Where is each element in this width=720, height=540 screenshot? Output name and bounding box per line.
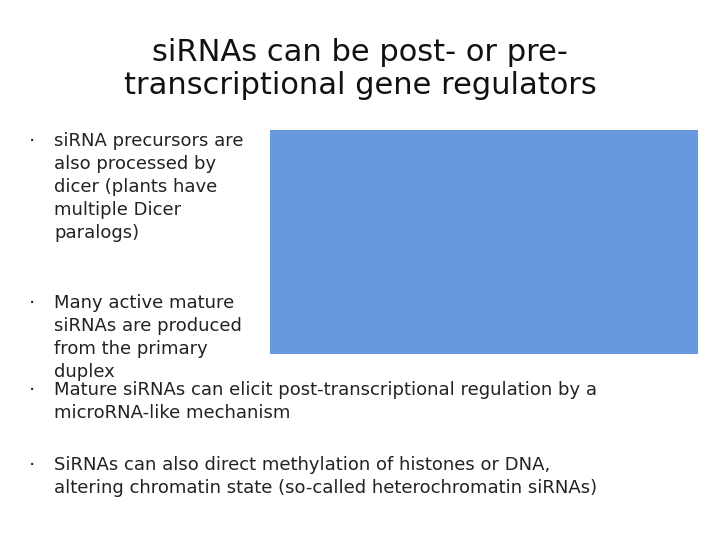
Text: ·: · [29, 381, 35, 400]
Text: Many active mature
siRNAs are produced
from the primary
duplex: Many active mature siRNAs are produced f… [54, 294, 242, 381]
Text: ·: · [29, 294, 35, 313]
Text: siRNA precursors are
also processed by
dicer (plants have
multiple Dicer
paralog: siRNA precursors are also processed by d… [54, 132, 243, 242]
FancyBboxPatch shape [270, 130, 698, 354]
Text: siRNAs can be post- or pre-
transcriptional gene regulators: siRNAs can be post- or pre- transcriptio… [124, 38, 596, 100]
Text: ·: · [29, 132, 35, 151]
Text: ·: · [29, 456, 35, 475]
Text: Mature siRNAs can elicit post-transcriptional regulation by a
microRNA-like mech: Mature siRNAs can elicit post-transcript… [54, 381, 597, 422]
Text: SiRNAs can also direct methylation of histones or DNA,
altering chromatin state : SiRNAs can also direct methylation of hi… [54, 456, 597, 497]
